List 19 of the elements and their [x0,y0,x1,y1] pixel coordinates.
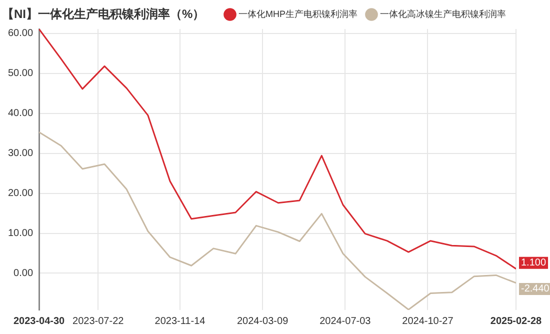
y-tick-label: 40.00 [8,108,34,120]
y-tick-label: 10.00 [8,228,34,240]
x-tick-label: 2024-03-09 [236,316,289,327]
data-label: 1.100 [521,258,546,269]
data-label: -2.440 [521,284,550,295]
y-tick-label: 60.00 [8,28,34,40]
x-tick-label: 2023-07-22 [72,316,124,327]
chart-title: 【NI】一体化生产电积镍利润率（%） [2,6,205,23]
y-tick-label: 50.00 [8,68,34,80]
y-tick-label: 20.00 [8,188,34,200]
x-tick-label: 2025-02-28 [490,316,542,327]
x-tick-label: 2023-11-14 [154,316,206,327]
legend-label: 一体化高冰镍生产电积镍利润率 [380,8,506,19]
y-tick-label: 0.00 [14,268,34,279]
x-tick-label: 2023-04-30 [13,316,66,327]
x-tick-label: 2024-10-27 [402,316,454,327]
legend-label: 一体化MHP生产电积镍利润率 [238,8,358,19]
x-tick-label: 2024-07-03 [320,316,372,327]
y-tick-label: 30.00 [8,148,34,160]
